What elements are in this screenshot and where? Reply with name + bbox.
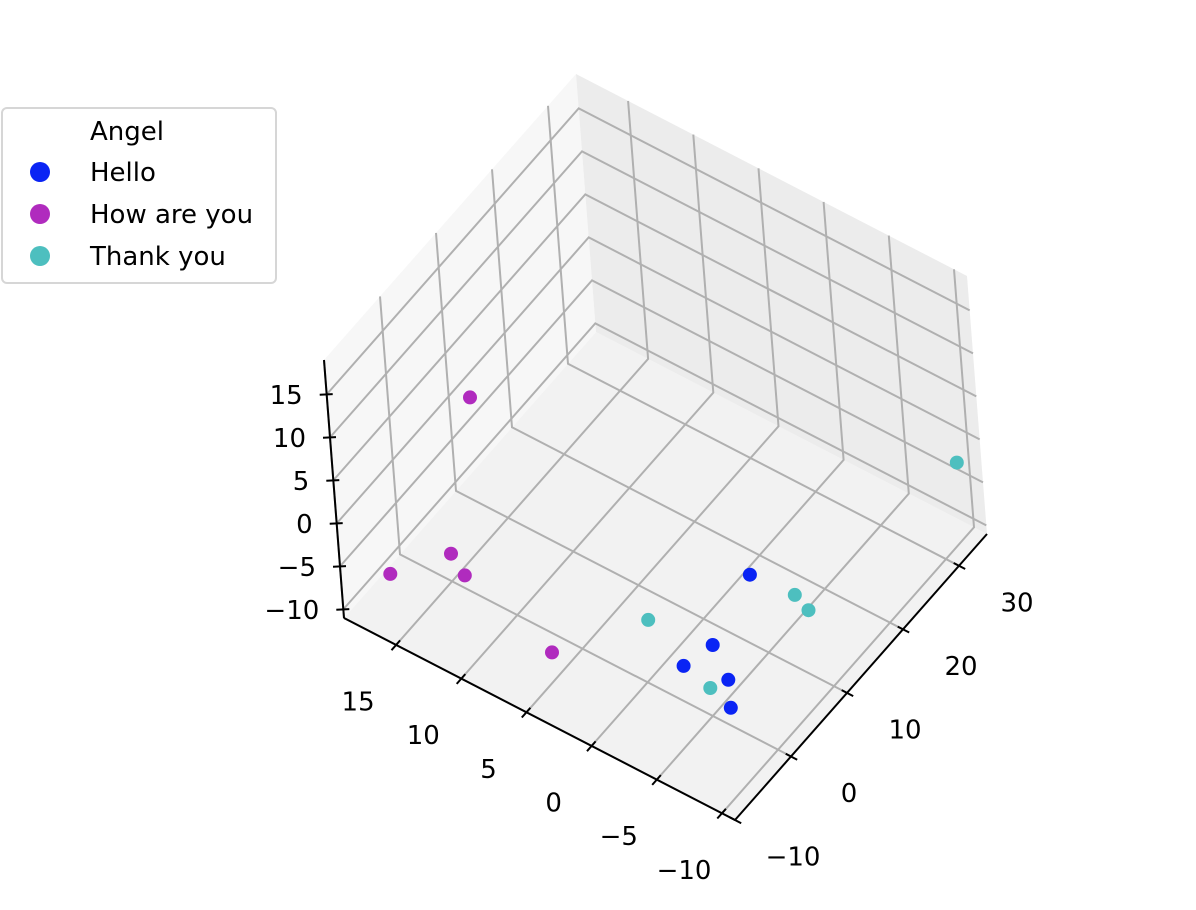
point-how-are-you	[383, 566, 398, 581]
x-axis-tick-label: −10	[766, 843, 821, 873]
point-how-are-you	[463, 390, 477, 405]
point-hello	[742, 567, 757, 582]
grid-line-y	[525, 168, 780, 713]
grid-lines	[323, 100, 987, 821]
legend-marker-how-are-you	[30, 204, 50, 224]
point-thank-you	[703, 681, 718, 695]
z-axis-tick	[329, 522, 343, 525]
point-hello	[705, 638, 720, 652]
x-axis-tick-label: 0	[841, 779, 858, 809]
legend: Angel Hello How are you Thank you	[1, 107, 277, 284]
data-points	[383, 390, 964, 715]
y-axis-tick-label: 5	[480, 755, 497, 785]
z-axis-tick-label: 15	[270, 381, 303, 411]
x-axis-tick	[785, 752, 798, 761]
z-axis-line	[323, 359, 345, 619]
x-axis-tick-label: 30	[1000, 588, 1033, 618]
z-axis-tick	[326, 479, 340, 482]
grid-line-z	[335, 236, 981, 525]
legend-label-thank-you: Thank you	[89, 242, 226, 272]
y-axis-tick-label: −10	[657, 856, 712, 886]
z-axis-ticks: −10 −5 0 5 10 15	[264, 381, 350, 626]
x-axis-line	[734, 533, 988, 821]
z-axis-tick-label: 5	[293, 467, 310, 497]
y-axis-tick-label: 15	[342, 687, 375, 717]
legend-marker-thank-you	[30, 246, 50, 266]
x-axis-tick	[897, 625, 910, 634]
point-thank-you	[641, 612, 656, 627]
grid-line-y	[395, 100, 650, 646]
legend-label-how-are-you: How are you	[90, 200, 253, 230]
floor-pane	[344, 332, 987, 820]
y-axis-tick-label: −5	[600, 822, 638, 852]
axis-lines	[323, 359, 988, 821]
z-axis-tick	[332, 565, 347, 568]
point-thank-you	[949, 455, 964, 470]
z-axis-tick-label: 0	[296, 510, 313, 540]
y-axis-tick	[716, 808, 727, 820]
back-left-pane	[324, 74, 596, 618]
point-how-are-you	[545, 645, 559, 660]
point-hello	[676, 658, 691, 673]
grid-line-z	[339, 279, 984, 568]
x-axis-tick	[953, 562, 966, 570]
grid-line-z	[332, 193, 977, 482]
grid-line-y	[590, 201, 845, 747]
point-hello	[721, 672, 736, 687]
y-axis-tick	[651, 774, 662, 786]
grid-line-x	[491, 169, 904, 631]
legend-marker-hello	[30, 162, 50, 182]
legend-label-hello: Hello	[90, 158, 156, 188]
y-axis-line	[343, 617, 736, 821]
y-axis-tick	[521, 707, 532, 719]
y-axis-ticks: −10 −5 0 5 10 15	[342, 639, 727, 886]
pane-back-right	[576, 74, 987, 534]
y-axis-tick-label: 0	[545, 788, 562, 818]
point-thank-you	[787, 587, 802, 602]
y-axis-tick-label: 10	[407, 721, 440, 751]
grid-line-x	[435, 232, 848, 694]
x-axis-tick	[841, 689, 854, 697]
grid-line-y	[721, 269, 976, 814]
y-axis-tick	[390, 639, 401, 651]
grid-line-z	[325, 107, 971, 396]
z-axis-tick-label: 10	[273, 424, 306, 454]
point-how-are-you	[457, 568, 472, 583]
grid-line-z	[342, 322, 987, 611]
z-axis-tick-label: −10	[264, 596, 319, 626]
x-axis-tick-label: 10	[888, 715, 921, 745]
y-axis-tick	[455, 673, 467, 685]
pane-floor	[344, 332, 987, 820]
grid-line-x	[379, 296, 792, 758]
z-axis-tick	[322, 436, 337, 439]
point-thank-you	[801, 603, 816, 618]
x-axis-tick-label: 20	[944, 652, 977, 682]
point-hello	[723, 700, 738, 715]
grid-line-y	[656, 235, 910, 781]
x-axis-ticks: −10 0 10 20 30	[729, 562, 1034, 873]
legend-frame	[1, 107, 277, 284]
point-how-are-you	[444, 546, 458, 561]
pane-back-left	[324, 74, 596, 618]
grid-line-z	[329, 150, 974, 439]
back-right-pane	[576, 74, 987, 534]
grid-line-x	[547, 105, 960, 567]
x-axis-tick	[729, 816, 742, 825]
y-axis-tick	[586, 740, 597, 752]
grid-line-y	[460, 134, 715, 680]
legend-title: Angel	[90, 117, 164, 147]
z-axis-tick-label: −5	[278, 553, 316, 583]
z-axis-tick	[336, 608, 350, 611]
z-axis-tick	[319, 393, 333, 396]
